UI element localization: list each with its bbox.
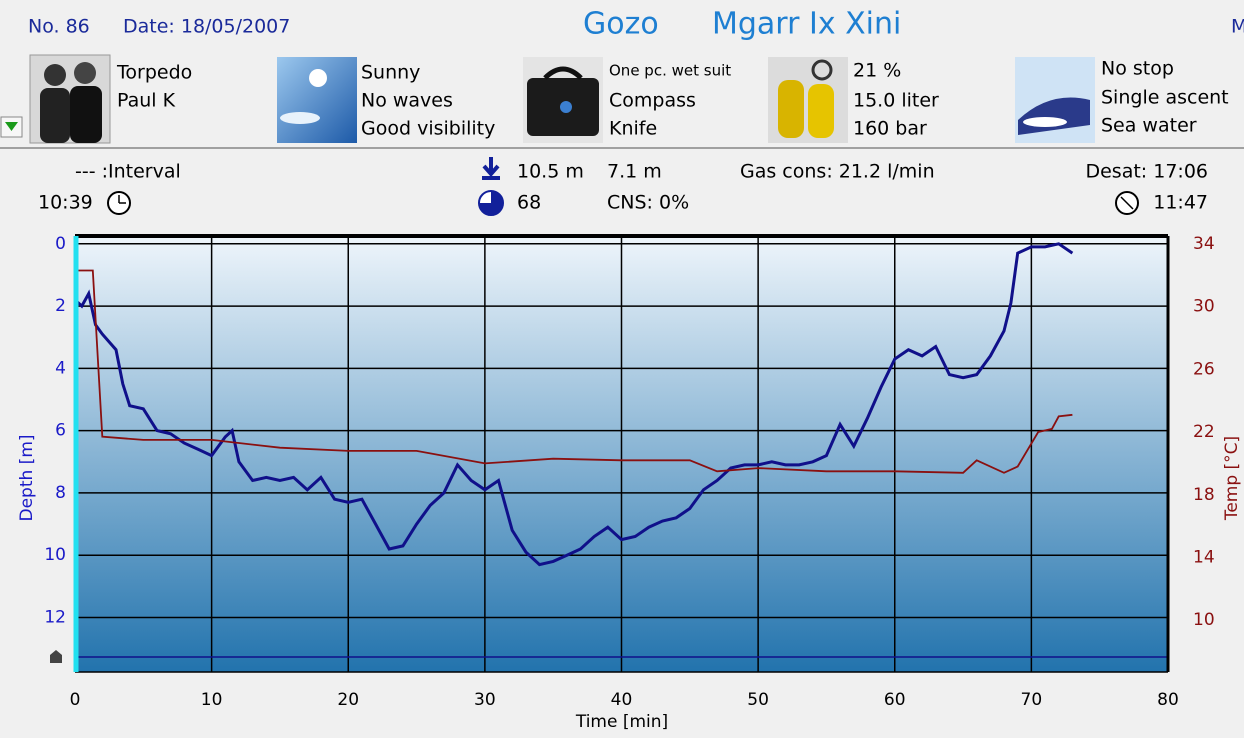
x-tick-label: 30 (474, 690, 496, 710)
dive-type-icon (1015, 57, 1095, 143)
buddy-icon (29, 54, 111, 144)
gas-consumption: Gas cons: 21.2 l/min (740, 161, 935, 183)
interval: --- :Interval (75, 161, 181, 183)
depth-line (73, 242, 1074, 567)
y-tick-label: 12 (44, 608, 66, 628)
start-time: 10:39 (38, 192, 93, 214)
x-tick-label: 40 (611, 690, 633, 710)
y2-tick-label: 18 (1193, 485, 1215, 505)
cns: CNS: 0% (607, 192, 689, 214)
dive-date: Date: 18/05/2007 (123, 16, 290, 38)
detail-line: Compass (609, 90, 696, 112)
detail-line: Good visibility (361, 118, 495, 140)
y-tick-label: 2 (55, 296, 66, 316)
detail-line: Torpedo (116, 62, 192, 84)
cut-text: M (1231, 16, 1244, 38)
duration-icon (478, 190, 504, 216)
location: Gozo (583, 7, 659, 42)
clock-icon (107, 191, 131, 215)
dropdown-arrow[interactable] (5, 122, 18, 131)
y2-tick-label: 10 (1193, 610, 1215, 630)
x-tick-label: 10 (201, 690, 223, 710)
detail-line: No stop (1101, 58, 1174, 80)
y-tick-label: 6 (55, 421, 66, 441)
y-tick-label: 4 (55, 358, 66, 378)
dive-number: No. 86 (28, 16, 90, 38)
detail-line: No waves (361, 90, 453, 112)
x-axis-label: Time [min] (575, 712, 668, 732)
detail-line: 15.0 liter (853, 90, 939, 112)
detail-line: Paul K (117, 90, 176, 112)
tank-icon (768, 57, 848, 143)
weather-icon (277, 57, 357, 143)
end-time: 11:47 (1153, 192, 1208, 214)
detail-line: Single ascent (1101, 87, 1229, 109)
x-tick-label: 70 (1021, 690, 1043, 710)
desaturation: Desat: 17:06 (1085, 161, 1208, 183)
max-depth: 10.5 m (517, 161, 584, 183)
y2-tick-label: 34 (1193, 234, 1215, 254)
detail-line: Knife (609, 118, 657, 140)
y-axis-label: Depth [m] (17, 434, 37, 521)
reference-icon (50, 650, 62, 663)
detail-line: 160 bar (853, 118, 927, 140)
y2-axis-label: Temp [°C] (1222, 436, 1242, 521)
site: Mgarr Ix Xini (712, 7, 901, 42)
temperature-line (75, 269, 1073, 474)
y2-tick-label: 26 (1193, 359, 1215, 379)
x-tick-label: 60 (884, 690, 906, 710)
x-tick-label: 20 (337, 690, 359, 710)
y2-tick-label: 30 (1193, 297, 1215, 317)
x-tick-label: 0 (70, 690, 81, 710)
y-tick-label: 8 (55, 483, 66, 503)
y-tick-label: 0 (55, 234, 66, 254)
clock-icon (1115, 191, 1139, 215)
detail-line: 21 % (853, 60, 901, 82)
detail-line: Sea water (1101, 115, 1197, 137)
detail-line: Sunny (361, 62, 420, 84)
y2-tick-label: 14 (1193, 548, 1215, 568)
depth-icon (482, 157, 500, 180)
equipment-icon (523, 57, 603, 143)
avg-depth: 7.1 m (607, 161, 662, 183)
y-tick-label: 10 (44, 545, 66, 565)
x-tick-label: 50 (747, 690, 769, 710)
y2-tick-label: 22 (1193, 422, 1215, 442)
duration: 68 (517, 192, 541, 214)
x-tick-label: 80 (1157, 690, 1179, 710)
detail-line: One pc. wet suit (609, 62, 731, 80)
